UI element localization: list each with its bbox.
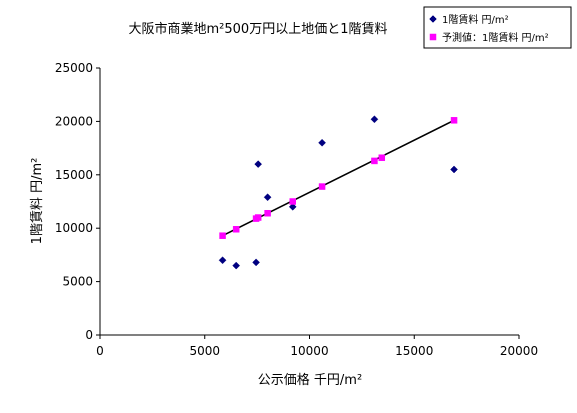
x-tick-label: 5000 <box>189 344 220 358</box>
data-point-predicted <box>232 226 240 233</box>
data-point-rent <box>318 138 326 147</box>
data-point-predicted <box>450 117 458 124</box>
data-point-rent <box>263 193 272 202</box>
data-point-rent <box>232 261 241 270</box>
data-point-rent <box>252 258 260 267</box>
legend-label-2: 予測値：1階賃料 円/m² <box>442 31 549 44</box>
legend-marker-1 <box>429 15 437 23</box>
data-point-rent <box>288 202 297 211</box>
data-point-predicted <box>318 183 326 190</box>
y-axis-label: 1階賃料 円/m² <box>30 158 45 245</box>
data-point-predicted <box>371 157 378 165</box>
data-point-predicted <box>289 198 296 205</box>
y-tick-label: 25000 <box>55 61 93 75</box>
data-point-predicted <box>254 214 262 221</box>
legend: 1階賃料 円/m² 予測値：1階賃料 円/m² <box>423 6 572 49</box>
plot-area <box>100 68 519 335</box>
y-tick-label: 5000 <box>62 275 93 289</box>
x-tick-label: 10000 <box>290 344 328 358</box>
x-tick-label: 0 <box>96 344 104 358</box>
data-point-predicted <box>378 154 386 161</box>
y-tick-label: 0 <box>85 328 93 342</box>
data-point-rent <box>254 160 263 168</box>
data-point-rent <box>370 115 379 124</box>
data-point-predicted <box>264 209 271 217</box>
data-point-rent <box>450 165 458 174</box>
legend-box <box>423 6 572 49</box>
data-point-predicted <box>219 232 226 239</box>
legend-marker-2 <box>429 33 437 41</box>
marks <box>218 115 458 270</box>
legend-label-1: 1階賃料 円/m² <box>442 13 509 26</box>
y-tick-label: 20000 <box>55 114 93 128</box>
data-point-rent <box>218 256 227 265</box>
y-tick-label: 10000 <box>55 221 93 235</box>
x-axis-label: 公示価格 千円/m² <box>258 372 362 388</box>
axes <box>96 67 520 339</box>
tick-labels: 0 5000 10000 15000 20000 25000 0 5000 10000 15000… <box>55 61 538 358</box>
x-tick-label: 15000 <box>395 344 433 358</box>
chart-title: 大阪市商業地m²500万円以上地価と1階賃料 <box>129 21 388 37</box>
y-tick-label: 15000 <box>55 168 93 182</box>
x-tick-label: 20000 <box>500 344 538 358</box>
